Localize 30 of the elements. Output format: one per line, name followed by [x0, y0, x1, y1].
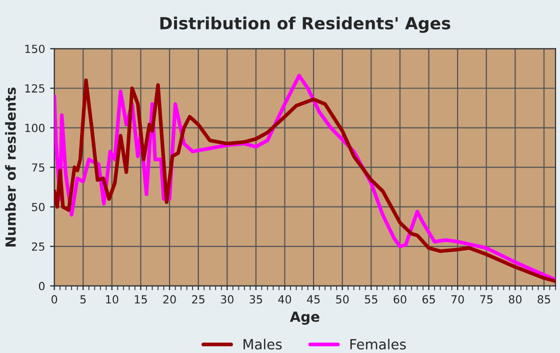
x-tick-label: 30: [220, 295, 234, 304]
legend-label: Males: [244, 338, 282, 350]
x-tick-label: 55: [364, 295, 378, 304]
x-tick-label: 70: [451, 295, 464, 304]
x-tick-label: 15: [134, 295, 147, 304]
y-tick-label: 100: [25, 124, 45, 132]
x-axis-title: Age: [290, 312, 320, 325]
x-tick-label: 20: [163, 295, 176, 304]
y-tick-label: 0: [38, 282, 45, 290]
y-tick-label: 150: [25, 44, 45, 54]
x-tick-label: 40: [278, 295, 292, 304]
y-tick-label: 125: [25, 84, 44, 93]
y-tick-label: 25: [32, 242, 44, 251]
x-tick-label: 85: [538, 295, 550, 304]
x-tick-label: 80: [508, 295, 522, 304]
y-tick-label: 75: [32, 163, 44, 172]
x-tick-label: 25: [192, 295, 204, 304]
x-tick-label: 65: [422, 295, 435, 304]
x-tick-label: 50: [336, 295, 349, 304]
x-tick-label: 0: [52, 295, 58, 304]
x-tick-label: 45: [307, 295, 320, 304]
x-tick-label: 5: [80, 295, 86, 304]
chart-title: Distribution of Residents' Ages: [160, 16, 450, 33]
x-tick-label: 75: [480, 295, 492, 304]
x-tick-label: 10: [106, 295, 118, 304]
y-tick-label: 50: [32, 202, 45, 212]
x-tick-label: 60: [394, 295, 406, 304]
x-tick-label: 35: [250, 295, 262, 304]
legend-label: Females: [350, 338, 406, 350]
y-axis-title: Number of residents: [5, 88, 16, 246]
